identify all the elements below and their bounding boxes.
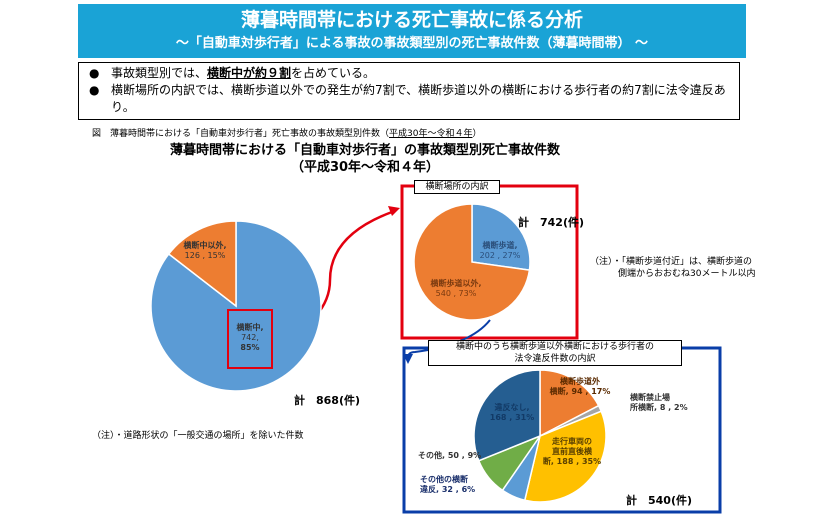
pie2-slice-1 bbox=[413, 203, 531, 321]
arrow-head-blue bbox=[403, 354, 413, 364]
crossing-note: （注）・「横断歩道付近」は、横断歩道の 側端からおおむね30メートル以内 bbox=[590, 256, 755, 280]
pie1-label-1-1: 126 , 15% bbox=[185, 251, 226, 260]
pie2-label-0-1: 202 , 27% bbox=[480, 251, 521, 260]
pie3-label-1-1: 所横断, 8 , 2% bbox=[629, 402, 688, 412]
pie3-label-1-0: 横断禁止場 bbox=[630, 392, 670, 402]
pie3-label-2-0: 走行車両の bbox=[551, 436, 592, 446]
pie3-slice-2 bbox=[523, 410, 607, 503]
pie2-label-1-0: 横断歩道以外, bbox=[430, 278, 481, 288]
summary-bullet-2: ● 横断場所の内訳では、横断歩道以外での発生が約7割で、横断歩道以外の横断におけ… bbox=[79, 82, 739, 116]
caption-post: ） bbox=[472, 129, 482, 139]
violation-title-line2: 法令違反件数の内訳 bbox=[514, 354, 596, 364]
pie3-label-3-0: その他の横断 bbox=[420, 474, 468, 484]
figure-caption: 図 薄暮時間帯における「自動車対歩行者」死亡事故の事故類型別件数（平成30年～令… bbox=[92, 126, 481, 139]
pie-accident-type: 横断中,742,85% 横断中以外,126 , 15% bbox=[150, 220, 322, 392]
violation-box-title: 横断中のうち横断歩道以外横断における歩行者の 法令違反件数の内訳 bbox=[428, 340, 682, 366]
pie3-label-0-1: 横断, 94 , 17% bbox=[550, 386, 611, 396]
crossing-highlight-box bbox=[227, 309, 273, 369]
pie1-label-1-0: 横断中以外, bbox=[183, 240, 226, 250]
pie3-label-5-0: 違反なし, bbox=[494, 402, 529, 412]
pie3-label-0-0: 横断歩道外 bbox=[560, 376, 600, 386]
chart-title: 薄暮時間帯における「自動車対歩行者」の事故類型別死亡事故件数 （平成30年～令和… bbox=[150, 142, 580, 176]
chart-title-line2: （平成30年～令和４年） bbox=[290, 160, 440, 175]
pie3-slice-0 bbox=[539, 369, 600, 438]
header-banner: 薄暮時間帯における死亡事故に係る分析 ～「自動車対歩行者」による事故の事故類型別… bbox=[78, 4, 746, 58]
violation-title-line1: 横断中のうち横断歩道以外横断における歩行者の bbox=[455, 342, 654, 352]
pie2-slice-0 bbox=[471, 203, 531, 271]
pie3-label-4-0: その他, 50 , 9% bbox=[418, 450, 481, 460]
page-subtitle: ～「自動車対歩行者」による事故の事故類型別の死亡事故件数（薄暮時間帯） ～ bbox=[175, 36, 649, 51]
caption-period: 平成30年～令和４年 bbox=[389, 129, 473, 139]
crossing-note-line1: （注）・「横断歩道付近」は、横断歩道の bbox=[590, 257, 753, 267]
road-note: （注）・道路形状の「一般交通の場所」を除いた件数 bbox=[92, 431, 304, 441]
bullet-1-post: を占めている。 bbox=[291, 66, 376, 80]
pie3-label-5-1: 168 , 31% bbox=[490, 413, 534, 422]
pie1-label-0-0: 横断中, bbox=[236, 322, 263, 332]
bullet-icon: ● bbox=[89, 83, 100, 97]
pie2-label-1-1: 540 , 73% bbox=[436, 289, 477, 298]
pie-crossing-place: 横断歩道,202 , 27% 横断歩道以外,540 , 73% bbox=[413, 203, 531, 321]
pie3-slice-5 bbox=[473, 369, 541, 462]
page-title: 薄暮時間帯における死亡事故に係る分析 bbox=[240, 9, 583, 31]
bullet-1-highlight: 横断中が約９割 bbox=[207, 66, 292, 80]
pie3-label-3-1: 違反, 32 , 6% bbox=[420, 484, 475, 494]
pie2-total: 計 742(件) bbox=[518, 216, 585, 229]
summary-box: ● 事故類型別では、横断中が約９割を占めている。 ● 横断場所の内訳では、横断歩… bbox=[78, 62, 740, 120]
crossing-place-box-title: 横断場所の内訳 bbox=[414, 180, 500, 194]
caption-pre: 図 薄暮時間帯における「自動車対歩行者」死亡事故の事故類型別件数（ bbox=[92, 129, 390, 139]
arrow-head-red bbox=[388, 206, 400, 216]
crossing-note-line2: 側端からおおむね30メートル以内 bbox=[618, 269, 756, 279]
bullet-2-text: 横断場所の内訳では、横断歩道以外での発生が約7割で、横断歩道以外の横断における歩… bbox=[111, 83, 726, 114]
bullet-1-pre: 事故類型別では、 bbox=[111, 66, 208, 80]
pie1-label-0-1: 742, bbox=[241, 333, 259, 342]
pie1-label-0-2: 85% bbox=[240, 343, 259, 352]
pie2-label-0-0: 横断歩道, bbox=[482, 240, 517, 250]
pie1-slice-1 bbox=[167, 220, 237, 308]
bullet-icon: ● bbox=[89, 66, 100, 80]
pie3-label-2-1: 直前直後横 bbox=[552, 446, 593, 456]
chart-title-line1: 薄暮時間帯における「自動車対歩行者」の事故類型別死亡事故件数 bbox=[169, 143, 560, 158]
pie1-total: 計 868(件) bbox=[294, 394, 361, 407]
pie3-label-2-2: 断, 188 , 35% bbox=[543, 456, 601, 466]
summary-bullet-1: ● 事故類型別では、横断中が約９割を占めている。 bbox=[79, 65, 739, 82]
pie3-total: 計 540(件) bbox=[626, 494, 693, 507]
